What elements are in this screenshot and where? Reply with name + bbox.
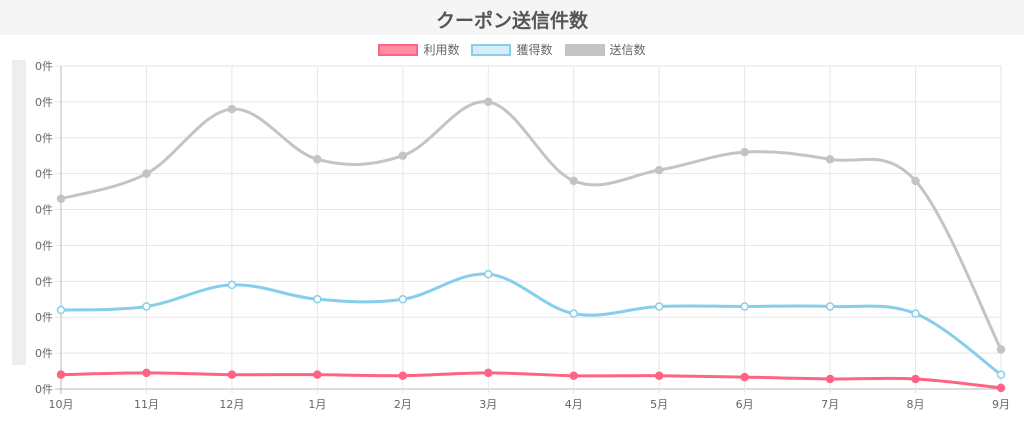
chart-card: [0, 35, 1024, 421]
data-point: [398, 151, 408, 160]
data-point: [227, 370, 237, 379]
data-point: [227, 280, 237, 290]
data-point: [996, 345, 1006, 354]
x-tick-label: 6月: [736, 398, 754, 411]
data-point: [142, 169, 151, 178]
series-line-0: [60, 100, 1003, 351]
x-tick-label: 3月: [479, 398, 497, 411]
y-tick-label: 0件: [35, 311, 53, 324]
y-tick-label: 0件: [35, 60, 53, 73]
x-tick-label: 1月: [308, 398, 326, 411]
data-point: [142, 302, 151, 311]
data-point: [825, 155, 835, 164]
data-point: [996, 383, 1006, 393]
legend-label-sent: 送信数: [609, 43, 646, 57]
data-point: [740, 147, 749, 157]
y-tick-label: 0件: [35, 204, 53, 217]
page-title: クーポン送信件数: [435, 10, 588, 32]
data-point: [484, 269, 493, 279]
data-point: [56, 194, 66, 204]
y-tick-label: 0件: [35, 275, 53, 288]
legend-swatch-sent: [564, 43, 605, 56]
data-point: [740, 372, 749, 382]
chart-legend: 利用数 獲得数 送信数: [0, 41, 1024, 58]
x-tick-label: 10月: [49, 398, 74, 411]
left-scroll-strip: [12, 60, 26, 365]
y-tick-label: 0件: [35, 383, 53, 396]
data-point: [654, 371, 664, 380]
x-tick-label: 12月: [219, 398, 244, 411]
data-point: [569, 309, 578, 318]
data-point: [911, 374, 920, 384]
legend-label-usage: 利用数: [423, 43, 460, 57]
data-point: [313, 155, 322, 164]
x-tick-label: 7月: [821, 398, 839, 411]
legend-label-acquired: 獲得数: [516, 43, 553, 57]
y-tick-label: 0件: [35, 132, 53, 145]
series-line-1: [60, 272, 1002, 376]
legend-item-sent[interactable]: 送信数: [564, 41, 646, 58]
data-point: [56, 305, 66, 315]
data-point: [227, 104, 237, 114]
y-tick-label: 0件: [35, 168, 53, 181]
data-point: [911, 309, 920, 318]
data-point: [654, 165, 664, 175]
x-tick-label: 8月: [907, 398, 925, 411]
data-point: [313, 295, 322, 304]
data-point: [142, 368, 151, 378]
data-point: [398, 371, 408, 380]
x-tick-label: 2月: [394, 398, 412, 411]
data-point: [484, 368, 493, 378]
data-point: [56, 370, 66, 379]
data-point: [996, 370, 1006, 379]
y-tick-label: 0件: [35, 347, 53, 360]
x-tick-label: 11月: [134, 398, 159, 411]
y-tick-label: 0件: [35, 239, 53, 252]
data-point: [484, 97, 493, 107]
data-point: [911, 176, 920, 186]
data-point: [569, 176, 578, 186]
legend-item-usage[interactable]: 利用数: [378, 41, 459, 58]
x-tick-label: 4月: [565, 398, 583, 411]
data-point: [313, 370, 322, 379]
data-point: [825, 374, 835, 384]
x-tick-label: 9月: [992, 398, 1010, 411]
series-line-2: [60, 371, 1002, 390]
legend-swatch-usage: [378, 43, 419, 56]
data-point: [654, 302, 664, 311]
data-point: [825, 302, 835, 311]
x-tick-label: 5月: [650, 398, 668, 411]
data-point: [740, 302, 749, 311]
y-tick-label: 0件: [35, 96, 53, 109]
legend-item-acquired[interactable]: 獲得数: [471, 41, 553, 58]
data-point: [569, 371, 578, 380]
data-point: [398, 295, 408, 304]
legend-swatch-acquired: [471, 43, 512, 56]
